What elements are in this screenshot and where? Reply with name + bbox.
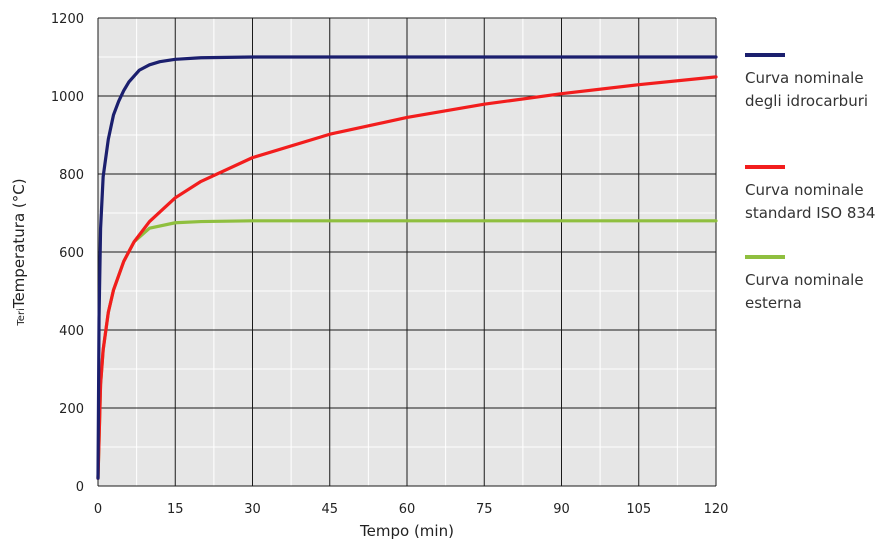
- y-tick-labels: 0 200 400 600 800 1000 1200: [51, 12, 84, 495]
- x-tick-label: 15: [167, 502, 184, 517]
- legend-swatch: [745, 255, 785, 259]
- legend-swatch: [745, 165, 785, 169]
- x-tick-label: 120: [704, 502, 729, 517]
- y-axis-title-prefix: Teri: [16, 308, 27, 326]
- legend-label: esterna: [745, 294, 802, 312]
- major-gridlines: [97, 17, 717, 487]
- legend-label: Curva nominale: [745, 181, 864, 199]
- x-axis-title: Tempo (min): [359, 522, 454, 540]
- legend: Curva nominale degli idrocarburi Curva nom…: [745, 53, 875, 312]
- x-tick-label: 0: [94, 502, 102, 517]
- y-axis-title-text: Temperatura (°C): [10, 178, 28, 309]
- y-tick-label: 400: [59, 324, 84, 339]
- y-tick-label: 1200: [51, 12, 84, 27]
- y-tick-label: 200: [59, 402, 84, 417]
- y-tick-label: 600: [59, 246, 84, 261]
- x-tick-label: 90: [553, 502, 570, 517]
- x-tick-label: 45: [321, 502, 338, 517]
- legend-label: degli idrocarburi: [745, 92, 868, 110]
- x-tick-label: 75: [476, 502, 493, 517]
- series-line-0: [96, 55, 718, 480]
- svg-text:TeriTemperatura (°C): TeriTemperatura (°C): [10, 178, 28, 326]
- x-tick-label: 60: [399, 502, 416, 517]
- y-tick-label: 1000: [51, 90, 84, 105]
- x-tick-label: 30: [244, 502, 261, 517]
- legend-label: Curva nominale: [745, 271, 864, 289]
- legend-label: Curva nominale: [745, 69, 864, 87]
- y-axis-title: TeriTemperatura (°C): [10, 178, 28, 326]
- y-tick-label: 0: [76, 480, 84, 495]
- x-tick-labels: 0 15 30 45 60 75 90 105 120: [94, 502, 729, 517]
- legend-swatch: [745, 53, 785, 57]
- x-tick-label: 105: [626, 502, 651, 517]
- y-tick-label: 800: [59, 168, 84, 183]
- series-line-1: [96, 75, 718, 480]
- legend-label: standard ISO 834: [745, 204, 875, 222]
- series-lines: [96, 55, 718, 480]
